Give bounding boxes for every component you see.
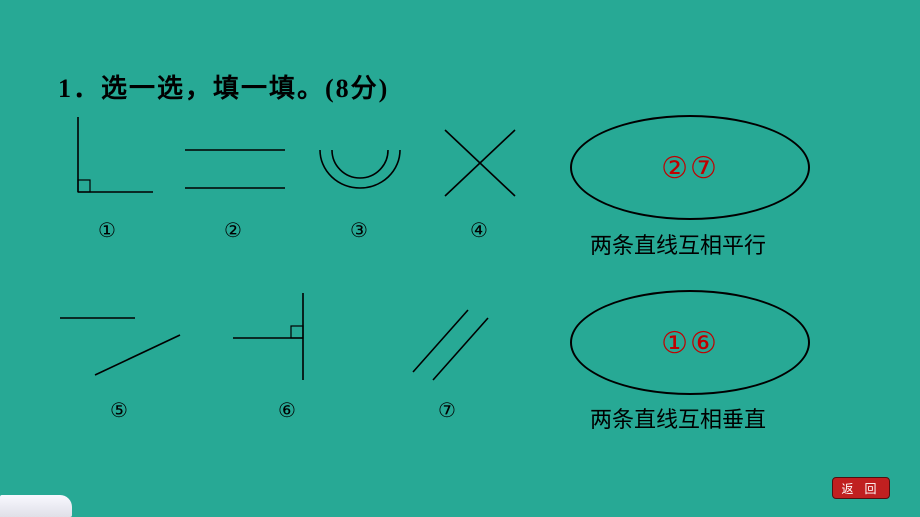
answer-ellipse-bottom: ①⑥ bbox=[570, 290, 810, 395]
label-6: ⑥ bbox=[278, 398, 296, 423]
label-3: ③ bbox=[350, 218, 368, 243]
back-button[interactable]: 返 回 bbox=[832, 477, 890, 499]
caption-parallel: 两条直线互相平行 bbox=[590, 228, 766, 260]
diagram-4 bbox=[430, 118, 530, 208]
label-4: ④ bbox=[470, 218, 488, 243]
diagram-3 bbox=[310, 140, 410, 210]
diagram-2 bbox=[180, 140, 290, 200]
answer-top: ②⑦ bbox=[572, 151, 808, 186]
label-7: ⑦ bbox=[438, 398, 456, 423]
answer-ellipse-top: ②⑦ bbox=[570, 115, 810, 220]
page-indicator bbox=[0, 495, 72, 517]
label-5: ⑤ bbox=[110, 398, 128, 423]
diagram-1 bbox=[58, 112, 158, 207]
question-title: 1．选一选，填一填。(8分) bbox=[58, 68, 389, 105]
diagram-7 bbox=[398, 300, 498, 390]
caption-perpendicular: 两条直线互相垂直 bbox=[590, 402, 766, 434]
answer-bottom: ①⑥ bbox=[572, 326, 808, 361]
diagram-6 bbox=[228, 288, 348, 388]
diagram-5 bbox=[55, 300, 185, 390]
label-1: ① bbox=[98, 218, 116, 243]
label-2: ② bbox=[224, 218, 242, 243]
